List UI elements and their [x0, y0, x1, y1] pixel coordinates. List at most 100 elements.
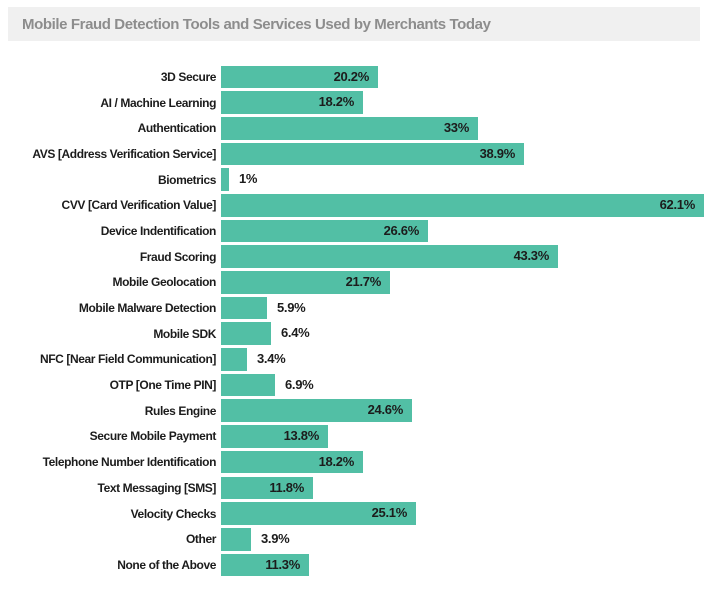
bar-track: 38.9% [221, 142, 711, 166]
category-label: Telephone Number Identification [42, 455, 217, 470]
value-label: 18.2% [318, 453, 355, 469]
bar-track: 11.3% [221, 553, 711, 577]
bar [221, 527, 251, 551]
value-label: 3.9% [261, 530, 290, 546]
bar-row: Mobile SDK 6.4% [0, 321, 721, 347]
category-label: Mobile Malware Detection [78, 301, 217, 316]
bar-row: NFC [Near Field Communication] 3.4% [0, 347, 721, 373]
bar-row: Mobile Geolocation 21.7% [0, 270, 721, 296]
value-label: 6.9% [285, 376, 314, 392]
bar-track: 62.1% [221, 193, 711, 217]
bar-row: Biometrics 1% [0, 167, 721, 193]
bar [221, 553, 309, 577]
bar-track: 3.9% [221, 527, 711, 551]
bar [221, 322, 271, 346]
chart-header: Mobile Fraud Detection Tools and Service… [8, 7, 700, 41]
category-label: 3D Secure [160, 69, 217, 84]
category-label: Device Indentification [100, 223, 217, 238]
category-label: Biometrics [157, 172, 216, 187]
category-label: Text Messaging [SMS] [97, 480, 217, 495]
bar-row: Rules Engine 24.6% [0, 398, 721, 424]
bar-row: Fraud Scoring 43.3% [0, 244, 721, 270]
bar-track: 13.8% [221, 425, 711, 448]
bar [221, 399, 412, 423]
bar-row: Secure Mobile Payment 13.8% [0, 424, 721, 450]
category-label: Mobile SDK [153, 326, 216, 341]
value-label: 43.3% [513, 248, 550, 264]
bar-track: 33% [221, 116, 711, 140]
bar-track: 20.2% [221, 65, 711, 89]
bar-track: 43.3% [221, 245, 711, 268]
category-label: Velocity Checks [130, 506, 217, 521]
bar-track: 18.2% [221, 91, 711, 114]
value-label: 21.7% [345, 274, 382, 290]
bar [221, 450, 363, 474]
bar-track: 3.4% [221, 348, 711, 371]
bar-track: 5.9% [221, 296, 711, 320]
bar-row: Telephone Number Identification 18.2% [0, 449, 721, 475]
value-label: 33% [443, 119, 469, 135]
bar-track: 26.6% [221, 219, 711, 243]
bar-track: 6.9% [221, 373, 711, 397]
category-label: Other [185, 532, 216, 547]
bar [221, 476, 313, 500]
bar [221, 65, 378, 89]
bar [221, 373, 275, 397]
bar [221, 116, 478, 140]
category-label: Mobile Geolocation [112, 275, 217, 290]
bar-row: Text Messaging [SMS] 11.8% [0, 475, 721, 501]
bar-row: Mobile Malware Detection 5.9% [0, 295, 721, 321]
value-label: 3.4% [257, 351, 286, 367]
category-label: Secure Mobile Payment [89, 429, 217, 444]
value-label: 38.9% [479, 145, 516, 161]
bar-track: 21.7% [221, 271, 711, 294]
value-label: 18.2% [318, 94, 355, 110]
category-label: AI / Machine Learning [100, 95, 216, 110]
category-label: OTP [One Time PIN] [109, 378, 217, 393]
bar [221, 219, 428, 243]
bar [221, 91, 363, 114]
bar-row: AI / Machine Learning 18.2% [0, 90, 721, 116]
bar [221, 271, 390, 294]
value-label: 24.6% [367, 402, 404, 418]
bar [221, 245, 558, 268]
value-label: 5.9% [277, 299, 306, 315]
bar-row: AVS [Address Verification Service] 38.9% [0, 141, 721, 167]
bar-row: Device Indentification 26.6% [0, 218, 721, 244]
bar [221, 142, 524, 166]
bar-track: 6.4% [221, 322, 711, 346]
chart-title: Mobile Fraud Detection Tools and Service… [22, 15, 491, 33]
bar [221, 425, 328, 448]
value-label: 13.8% [283, 428, 320, 444]
value-label: 11.3% [265, 556, 300, 572]
category-label: AVS [Address Verification Service] [32, 146, 216, 161]
category-label: NFC [Near Field Communication] [39, 352, 216, 367]
value-label: 25.1% [371, 505, 408, 521]
bar-track: 11.8% [221, 476, 711, 500]
bar-row: OTP [One Time PIN] 6.9% [0, 372, 721, 398]
bar [221, 348, 247, 371]
value-label: 11.8% [269, 479, 304, 495]
bar-row: None of the Above 11.3% [0, 552, 721, 578]
bar [221, 502, 416, 525]
category-label: CVV [Card Verification Value] [61, 198, 217, 213]
bar-chart: 3D Secure 20.2% AI / Machine Learning 18.2%… [0, 64, 721, 578]
bar-track: 18.2% [221, 450, 711, 474]
value-label: 6.4% [281, 325, 310, 341]
bar-row: CVV [Card Verification Value] 62.1% [0, 192, 721, 218]
category-label: Rules Engine [144, 403, 217, 418]
bar-track: 24.6% [221, 399, 711, 423]
bar [221, 168, 229, 191]
value-label: 20.2% [333, 68, 370, 84]
value-label: 1% [239, 171, 258, 187]
bar-row: Other 3.9% [0, 526, 721, 552]
bar-row: 3D Secure 20.2% [0, 64, 721, 90]
bar [221, 296, 267, 320]
value-label: 62.1% [659, 196, 696, 212]
category-label: Authentication [137, 121, 217, 136]
category-label: Fraud Scoring [139, 249, 217, 264]
bar-row: Velocity Checks 25.1% [0, 501, 721, 527]
value-label: 26.6% [383, 222, 420, 238]
bar-track: 1% [221, 168, 711, 191]
bar-track: 25.1% [221, 502, 711, 525]
